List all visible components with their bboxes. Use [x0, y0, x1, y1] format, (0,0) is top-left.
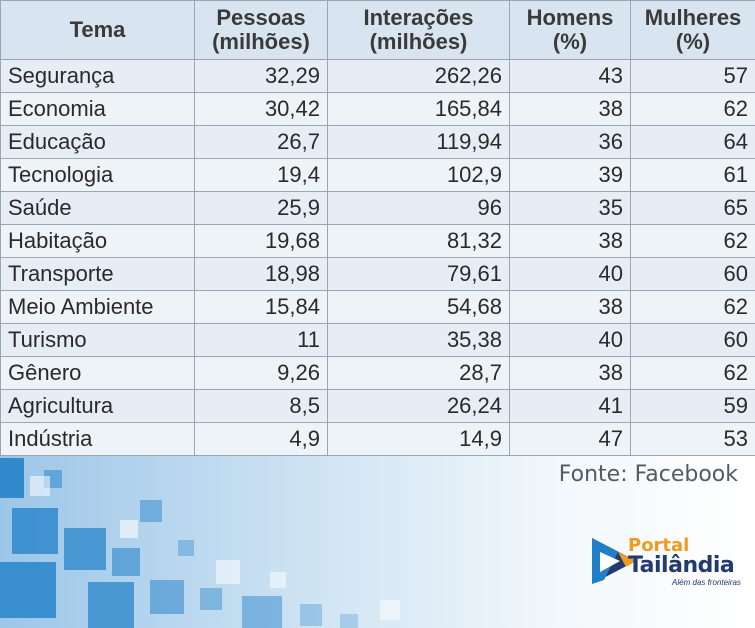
table-row: Meio Ambiente 15,84 54,68 38 62	[0, 290, 755, 324]
table-row: Educação 26,7 119,94 36 64	[0, 125, 755, 159]
table-row: Indústria 4,9 14,9 47 53	[0, 422, 755, 456]
cell-tema: Gênero	[0, 356, 195, 390]
logo-slogan-text: Além das fronteiras	[672, 578, 741, 587]
header-interacoes-unit: (milhões)	[369, 29, 468, 54]
header-mulheres: Mulheres (%)	[630, 0, 755, 60]
cell-mulheres: 53	[630, 422, 755, 456]
cell-homens: 39	[509, 158, 631, 192]
table-row: Agricultura 8,5 26,24 41 59	[0, 389, 755, 423]
cell-tema: Economia	[0, 92, 195, 126]
logo-name-text: Tailândia	[628, 553, 735, 578]
portal-tailandia-logo: Portal Tailândia Além das fronteiras	[588, 532, 748, 592]
header-tema-label: Tema	[69, 17, 126, 42]
header-interacoes: Interações (milhões)	[327, 0, 510, 60]
cell-pessoas: 15,84	[194, 290, 328, 324]
cell-tema: Segurança	[0, 59, 195, 93]
cell-pessoas: 18,98	[194, 257, 328, 291]
cell-homens: 38	[509, 224, 631, 258]
header-mulheres-label: Mulheres	[644, 5, 742, 30]
cell-homens: 38	[509, 92, 631, 126]
cell-homens: 36	[509, 125, 631, 159]
table-row: Economia 30,42 165,84 38 62	[0, 92, 755, 126]
cell-homens: 35	[509, 191, 631, 225]
cell-tema: Educação	[0, 125, 195, 159]
play-triangle-icon	[592, 538, 636, 584]
cell-interacoes: 119,94	[327, 125, 510, 159]
cell-homens: 40	[509, 257, 631, 291]
table-row: Saúde 25,9 96 35 65	[0, 191, 755, 225]
source-caption: Fonte: Facebook	[558, 462, 738, 487]
square-pattern	[0, 458, 358, 628]
cell-interacoes: 79,61	[327, 257, 510, 291]
cell-tema: Tecnologia	[0, 158, 195, 192]
table-row: Gênero 9,26 28,7 38 62	[0, 356, 755, 390]
cell-pessoas: 11	[194, 323, 328, 357]
cell-pessoas: 19,4	[194, 158, 328, 192]
cell-pessoas: 9,26	[194, 356, 328, 390]
table-row: Habitação 19,68 81,32 38 62	[0, 224, 755, 258]
table-row: Transporte 18,98 79,61 40 60	[0, 257, 755, 291]
cell-mulheres: 64	[630, 125, 755, 159]
header-homens-unit: (%)	[552, 29, 588, 54]
cell-mulheres: 61	[630, 158, 755, 192]
cell-interacoes: 28,7	[327, 356, 510, 390]
header-homens: Homens (%)	[509, 0, 631, 60]
cell-mulheres: 65	[630, 191, 755, 225]
cell-mulheres: 62	[630, 224, 755, 258]
cell-mulheres: 62	[630, 92, 755, 126]
cell-interacoes: 96	[327, 191, 510, 225]
table-body: Segurança 32,29 262,26 43 57 Economia 30,42 165…	[0, 59, 755, 456]
header-row: Tema Pessoas (milhões) Interações (milhõ…	[0, 0, 755, 60]
cell-tema: Habitação	[0, 224, 195, 258]
cell-tema: Indústria	[0, 422, 195, 456]
cell-mulheres: 60	[630, 257, 755, 291]
cell-pessoas: 19,68	[194, 224, 328, 258]
cell-mulheres: 62	[630, 356, 755, 390]
cell-tema: Turismo	[0, 323, 195, 357]
cell-interacoes: 54,68	[327, 290, 510, 324]
cell-tema: Meio Ambiente	[0, 290, 195, 324]
cell-tema: Saúde	[0, 191, 195, 225]
cell-homens: 40	[509, 323, 631, 357]
cell-pessoas: 8,5	[194, 389, 328, 423]
cell-homens: 41	[509, 389, 631, 423]
cell-mulheres: 59	[630, 389, 755, 423]
cell-homens: 43	[509, 59, 631, 93]
cell-interacoes: 14,9	[327, 422, 510, 456]
cell-interacoes: 262,26	[327, 59, 510, 93]
table-row: Turismo 11 35,38 40 60	[0, 323, 755, 357]
cell-mulheres: 57	[630, 59, 755, 93]
cell-pessoas: 30,42	[194, 92, 328, 126]
cell-tema: Transporte	[0, 257, 195, 291]
cell-homens: 38	[509, 356, 631, 390]
header-pessoas-unit: (milhões)	[212, 29, 310, 54]
table-header: Tema Pessoas (milhões) Interações (milhõ…	[0, 0, 755, 60]
cell-mulheres: 62	[630, 290, 755, 324]
header-mulheres-unit: (%)	[675, 29, 711, 54]
header-pessoas-label: Pessoas	[216, 5, 306, 30]
cell-interacoes: 81,32	[327, 224, 510, 258]
table-row: Segurança 32,29 262,26 43 57	[0, 59, 755, 93]
header-tema: Tema	[0, 0, 195, 60]
logo-portal-text: Portal	[628, 535, 690, 556]
cell-pessoas: 26,7	[194, 125, 328, 159]
cell-interacoes: 26,24	[327, 389, 510, 423]
cell-pessoas: 25,9	[194, 191, 328, 225]
table-row: Tecnologia 19,4 102,9 39 61	[0, 158, 755, 192]
light-square-pattern	[30, 476, 400, 620]
header-homens-label: Homens	[526, 5, 614, 30]
cell-pessoas: 32,29	[194, 59, 328, 93]
cell-mulheres: 60	[630, 323, 755, 357]
cell-homens: 38	[509, 290, 631, 324]
data-table: Tema Pessoas (milhões) Interações (milhõ…	[0, 0, 755, 456]
header-interacoes-label: Interações	[363, 5, 474, 30]
cell-interacoes: 102,9	[327, 158, 510, 192]
cell-pessoas: 4,9	[194, 422, 328, 456]
cell-interacoes: 35,38	[327, 323, 510, 357]
header-pessoas: Pessoas (milhões)	[194, 0, 328, 60]
cell-homens: 47	[509, 422, 631, 456]
cell-tema: Agricultura	[0, 389, 195, 423]
cell-interacoes: 165,84	[327, 92, 510, 126]
